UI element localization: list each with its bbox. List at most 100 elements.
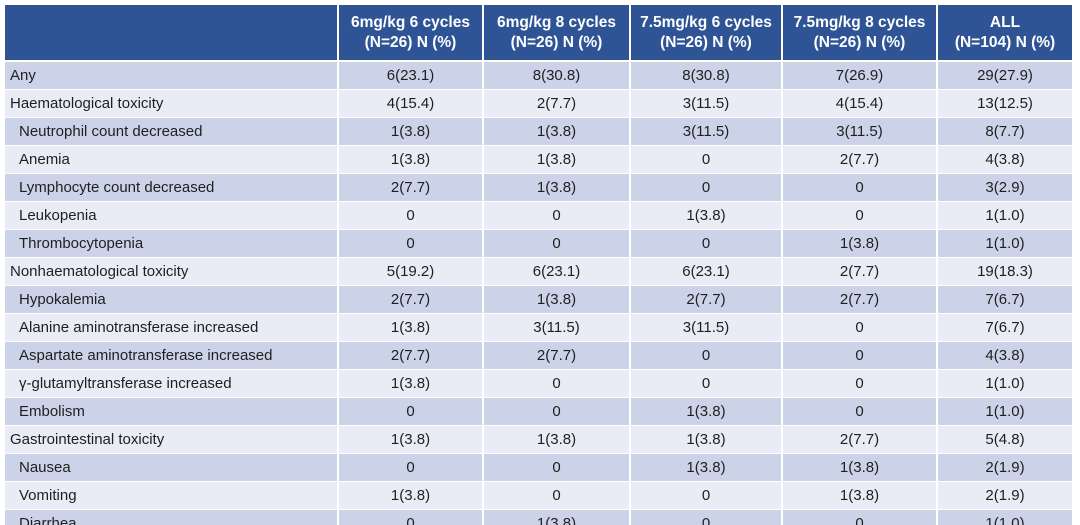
value-cell: 0 xyxy=(482,481,631,510)
table-row: Anemia 1(3.8) 1(3.8) 0 2(7.7) 4(3.8) xyxy=(5,145,1072,174)
value-cell: 5(19.2) xyxy=(337,257,484,286)
value-cell: 2(7.7) xyxy=(781,257,938,286)
column-title: 7.5mg/kg 8 cycles xyxy=(793,13,926,31)
value-cell: 4(3.8) xyxy=(936,341,1072,370)
value-cell: 2(7.7) xyxy=(482,341,631,370)
table-row: Lymphocyte count decreased 2(7.7) 1(3.8) 0 0… xyxy=(5,173,1072,202)
value-cell: 0 xyxy=(337,229,484,258)
value-cell: 8(7.7) xyxy=(936,117,1072,146)
table-row: Gastrointestinal toxicity 1(3.8) 1(3.8) 1(3… xyxy=(5,425,1072,454)
value-cell: 7(6.7) xyxy=(936,313,1072,342)
value-cell: 2(7.7) xyxy=(781,285,938,314)
value-cell: 6(23.1) xyxy=(629,257,783,286)
table-row: Vomiting 1(3.8) 0 0 1(3.8) 2(1.9) xyxy=(5,481,1072,510)
row-label: Embolism xyxy=(5,397,339,426)
value-cell: 0 xyxy=(482,369,631,398)
value-cell: 7(26.9) xyxy=(781,60,938,90)
table-row: Nonhaematological toxicity 5(19.2) 6(23.1)… xyxy=(5,257,1072,286)
row-label: Nausea xyxy=(5,453,339,482)
table-row: Any 6(23.1) 8(30.8) 8(30.8) 7(26.9) 29(27.9) xyxy=(5,60,1072,90)
value-cell: 1(3.8) xyxy=(629,397,783,426)
table-row: Embolism 0 0 1(3.8) 0 1(1.0) xyxy=(5,397,1072,426)
value-cell: 1(1.0) xyxy=(936,201,1072,230)
value-cell: 1(3.8) xyxy=(337,425,484,454)
table-row: Nausea 0 0 1(3.8) 1(3.8) 2(1.9) xyxy=(5,453,1072,482)
value-cell: 0 xyxy=(629,369,783,398)
table-row: Thrombocytopenia 0 0 0 1(3.8) 1(1.0) xyxy=(5,229,1072,258)
value-cell: 1(3.8) xyxy=(482,145,631,174)
table-row: Hypokalemia 2(7.7) 1(3.8) 2(7.7) 2(7.7) 7(6.7… xyxy=(5,285,1072,314)
value-cell: 2(7.7) xyxy=(337,285,484,314)
value-cell: 3(2.9) xyxy=(936,173,1072,202)
column-subtitle: (N=26) N (%) xyxy=(660,33,752,51)
value-cell: 1(3.8) xyxy=(337,369,484,398)
value-cell: 3(11.5) xyxy=(781,117,938,146)
value-cell: 1(3.8) xyxy=(781,229,938,258)
value-cell: 1(3.8) xyxy=(482,173,631,202)
row-label: Neutrophil count decreased xyxy=(5,117,339,146)
table-body: Any 6(23.1) 8(30.8) 8(30.8) 7(26.9) 29(27.9) H… xyxy=(5,60,1072,525)
value-cell: 0 xyxy=(781,173,938,202)
table-row: γ-glutamyltransferase increased 1(3.8) 0 0 0… xyxy=(5,369,1072,398)
row-label: Hypokalemia xyxy=(5,285,339,314)
column-header: 7.5mg/kg 8 cycles (N=26) N (%) xyxy=(781,5,938,62)
value-cell: 5(4.8) xyxy=(936,425,1072,454)
value-cell: 1(1.0) xyxy=(936,229,1072,258)
row-label: γ-glutamyltransferase increased xyxy=(5,369,339,398)
table-header: 6mg/kg 6 cycles (N=26) N (%) 6mg/kg 8 cycl… xyxy=(5,5,1072,62)
value-cell: 1(3.8) xyxy=(482,509,631,525)
row-label: Haematological toxicity xyxy=(5,89,339,118)
table-row: Neutrophil count decreased 1(3.8) 1(3.8) 3(… xyxy=(5,117,1072,146)
value-cell: 1(3.8) xyxy=(482,117,631,146)
value-cell: 0 xyxy=(482,397,631,426)
value-cell: 3(11.5) xyxy=(629,313,783,342)
row-label: Nonhaematological toxicity xyxy=(5,257,339,286)
value-cell: 2(7.7) xyxy=(337,173,484,202)
value-cell: 3(11.5) xyxy=(482,313,631,342)
toxicity-table: 6mg/kg 6 cycles (N=26) N (%) 6mg/kg 8 cycl… xyxy=(5,5,1072,525)
column-title: 6mg/kg 8 cycles xyxy=(497,13,616,31)
value-cell: 0 xyxy=(337,453,484,482)
value-cell: 0 xyxy=(781,201,938,230)
value-cell: 0 xyxy=(482,201,631,230)
row-label: Leukopenia xyxy=(5,201,339,230)
value-cell: 2(7.7) xyxy=(482,89,631,118)
value-cell: 0 xyxy=(629,509,783,525)
value-cell: 1(3.8) xyxy=(781,481,938,510)
value-cell: 0 xyxy=(337,509,484,525)
value-cell: 8(30.8) xyxy=(482,60,631,90)
value-cell: 0 xyxy=(629,145,783,174)
column-subtitle: (N=26) N (%) xyxy=(813,33,906,51)
value-cell: 0 xyxy=(629,229,783,258)
value-cell: 4(15.4) xyxy=(781,89,938,118)
column-title: 6mg/kg 6 cycles xyxy=(351,13,470,31)
value-cell: 0 xyxy=(781,509,938,525)
value-cell: 13(12.5) xyxy=(936,89,1072,118)
value-cell: 2(7.7) xyxy=(781,425,938,454)
value-cell: 0 xyxy=(482,453,631,482)
row-label: Any xyxy=(5,60,339,90)
row-label: Anemia xyxy=(5,145,339,174)
value-cell: 8(30.8) xyxy=(629,60,783,90)
row-label: Diarrhea xyxy=(5,509,339,525)
value-cell: 0 xyxy=(781,397,938,426)
value-cell: 0 xyxy=(337,201,484,230)
header-corner-cell xyxy=(5,5,339,62)
row-label: Thrombocytopenia xyxy=(5,229,339,258)
value-cell: 3(11.5) xyxy=(629,89,783,118)
value-cell: 1(3.8) xyxy=(629,453,783,482)
table-row: Diarrhea 0 1(3.8) 0 0 1(1.0) xyxy=(5,509,1072,525)
value-cell: 4(3.8) xyxy=(936,145,1072,174)
value-cell: 1(1.0) xyxy=(936,509,1072,525)
value-cell: 1(1.0) xyxy=(936,397,1072,426)
column-header: ALL (N=104) N (%) xyxy=(936,5,1072,62)
value-cell: 1(3.8) xyxy=(337,481,484,510)
value-cell: 0 xyxy=(629,173,783,202)
value-cell: 0 xyxy=(337,397,484,426)
column-title: 7.5mg/kg 6 cycles xyxy=(640,13,772,31)
value-cell: 0 xyxy=(482,229,631,258)
table-header-row: 6mg/kg 6 cycles (N=26) N (%) 6mg/kg 8 cycl… xyxy=(5,5,1072,62)
value-cell: 0 xyxy=(781,341,938,370)
value-cell: 0 xyxy=(781,369,938,398)
